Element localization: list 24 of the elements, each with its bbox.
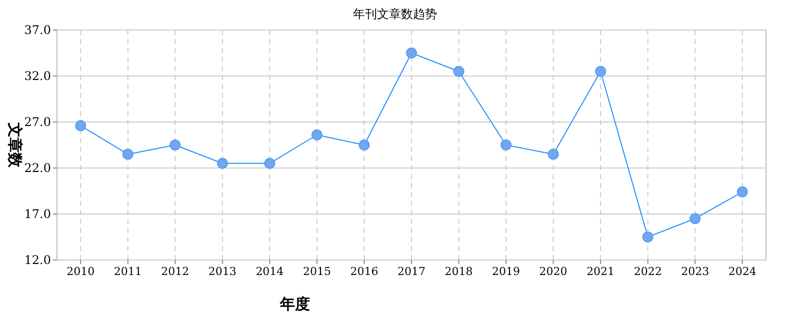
- y-tick-label: 32.0: [24, 69, 51, 83]
- y-tick-label: 22.0: [24, 161, 51, 175]
- x-tick-label: 2022: [634, 265, 662, 278]
- x-tick-label: 2011: [114, 265, 142, 278]
- x-tick-label: 2017: [398, 265, 426, 278]
- x-tick-label: 2021: [586, 265, 615, 278]
- y-tick-label: 27.0: [24, 115, 51, 129]
- y-axis-title: 文章数: [6, 122, 24, 168]
- x-tick-label: 2018: [444, 265, 473, 278]
- x-tick-label: 2010: [66, 265, 95, 278]
- x-tick-label: 2013: [208, 265, 236, 278]
- chart-title: 年刊文章数趋势: [353, 7, 437, 21]
- x-tick-label: 2019: [492, 265, 520, 278]
- x-tick-label: 2016: [350, 265, 378, 278]
- y-tick-label: 12.0: [24, 253, 51, 267]
- x-axis-title: 年度: [279, 295, 310, 313]
- x-tick-label: 2012: [161, 265, 190, 278]
- y-tick-label: 17.0: [24, 207, 51, 221]
- x-tick-label: 2024: [728, 265, 756, 278]
- x-tick-label: 2015: [302, 265, 331, 278]
- y-tick-label: 37.0: [24, 23, 51, 37]
- x-tick-label: 2023: [681, 265, 710, 278]
- x-tick-label: 2014: [256, 265, 284, 278]
- x-tick-label: 2020: [539, 265, 568, 278]
